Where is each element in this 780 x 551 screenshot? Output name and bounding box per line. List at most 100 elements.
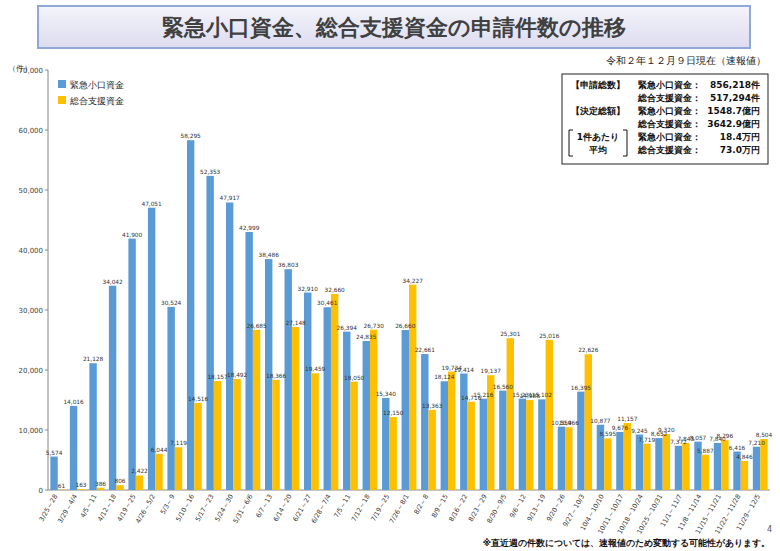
- data-label: 5,887: [697, 448, 714, 454]
- x-tick-label: 4/5～11: [79, 493, 99, 519]
- x-tick-label: 8/16～22: [447, 493, 469, 523]
- bar: [50, 457, 57, 490]
- data-label: 19,734: [442, 365, 463, 371]
- data-label: 10,877: [590, 418, 611, 424]
- x-tick-label: 5/31～6/6: [232, 493, 255, 525]
- info-heading: 1件あたり: [577, 132, 619, 142]
- y-tick-label: 20,000: [19, 367, 44, 375]
- bar: [136, 475, 143, 490]
- bar: [109, 286, 116, 490]
- data-label: 14,988: [520, 393, 541, 399]
- data-label: 26,685: [246, 323, 267, 329]
- data-label: 26,730: [364, 323, 385, 329]
- data-label: 9,320: [658, 427, 675, 433]
- info-label: 総合支援資金：: [637, 93, 701, 103]
- title-banner: [38, 6, 750, 48]
- y-tick: [45, 130, 48, 131]
- bar: [343, 332, 350, 490]
- data-label: 806: [114, 478, 125, 484]
- data-label: 22,626: [578, 347, 599, 353]
- x-tick-label: 4/19～25: [116, 493, 138, 523]
- data-label: 36,803: [278, 262, 299, 268]
- bar: [499, 391, 506, 490]
- bar: [624, 423, 631, 490]
- bar: [538, 399, 545, 490]
- bar: [226, 202, 233, 490]
- bar: [507, 338, 514, 490]
- info-value: 18.4万円: [720, 132, 760, 142]
- x-tick-label: 8/9～15: [430, 493, 450, 519]
- page-number: 4: [767, 525, 772, 534]
- data-labels: 5,57414,01621,12834,04241,90047,05130,52…: [46, 133, 773, 488]
- data-label: 14,516: [188, 396, 209, 402]
- data-label: 18,492: [227, 372, 248, 378]
- y-tick: [45, 430, 48, 431]
- data-label: 13,363: [422, 403, 443, 409]
- bar: [245, 232, 252, 490]
- info-heading: 【申請総数】: [571, 80, 625, 90]
- bar: [175, 447, 182, 490]
- bar: [311, 373, 318, 490]
- y-tick-label: 10,000: [19, 427, 44, 435]
- info-bracket: [623, 130, 627, 156]
- y-tick: [45, 70, 48, 71]
- chart-svg: 緊急小口資金、総合支援資金の申請件数の推移令和２年１２月９日現在（速報値）（件）…: [0, 0, 780, 551]
- data-label: 15,340: [376, 391, 397, 397]
- data-label: 7,210: [748, 440, 765, 446]
- footnote: ※直近週の件数については、速報値のため変動する可能性があります。: [483, 538, 770, 548]
- data-label: 4,846: [736, 454, 753, 460]
- data-label: 26,660: [395, 323, 416, 329]
- data-label: 6,416: [729, 445, 746, 451]
- data-label: 47,917: [220, 195, 241, 201]
- data-label: 9,245: [631, 428, 648, 434]
- data-label: 25,016: [539, 333, 560, 339]
- info-heading: 平均: [588, 145, 607, 155]
- info-value: 73.0万円: [720, 145, 760, 155]
- y-tick: [45, 250, 48, 251]
- bar: [675, 446, 682, 490]
- bar: [441, 381, 448, 490]
- data-label: 386: [95, 481, 106, 487]
- bar: [721, 440, 728, 490]
- data-label: 38,486: [259, 252, 280, 258]
- data-label: 2,422: [131, 468, 148, 474]
- data-label: 30,461: [317, 300, 338, 306]
- bar: [604, 438, 611, 490]
- data-label: 11,157: [617, 416, 638, 422]
- data-label: 6,044: [151, 447, 168, 453]
- bar: [409, 285, 416, 490]
- data-label: 24,835: [356, 334, 377, 340]
- data-label: 61: [58, 483, 66, 489]
- bar: [429, 410, 436, 490]
- bar: [331, 294, 338, 490]
- x-tick-label: 9/20～26: [545, 493, 567, 523]
- data-label: 22,661: [415, 347, 436, 353]
- data-label: 42,999: [239, 225, 260, 231]
- bar: [324, 307, 331, 490]
- data-label: 16,560: [493, 384, 514, 390]
- x-tick-label: 9/13～19: [525, 493, 547, 523]
- data-label: 52,353: [200, 169, 221, 175]
- info-heading: 【決定総額】: [571, 106, 625, 116]
- bar: [546, 340, 553, 490]
- bar: [682, 443, 689, 490]
- legend: 緊急小口資金総合支援資金: [58, 80, 124, 106]
- bar: [519, 399, 526, 490]
- x-tick-label: 8/30～9/5: [485, 493, 508, 525]
- x-tick-label: 6/28～7/4: [310, 493, 333, 525]
- y-tick-label: 70,000: [19, 67, 44, 75]
- info-label: 緊急小口資金：: [638, 106, 701, 116]
- y-tick-label: 40,000: [19, 247, 44, 255]
- bar: [468, 402, 475, 490]
- info-value: 3642.9億円: [707, 119, 760, 129]
- x-tick-label: 5/24～30: [213, 493, 235, 523]
- bar: [97, 488, 104, 490]
- bar: [565, 427, 572, 490]
- x-tick-label: 6/21～27: [291, 493, 313, 523]
- info-value: 856,218件: [710, 80, 760, 90]
- bar: [214, 381, 221, 490]
- info-value: 517,294件: [710, 93, 760, 103]
- legend-label: 総合支援資金: [69, 96, 124, 106]
- legend-label: 緊急小口資金: [70, 80, 124, 90]
- bar: [616, 432, 623, 490]
